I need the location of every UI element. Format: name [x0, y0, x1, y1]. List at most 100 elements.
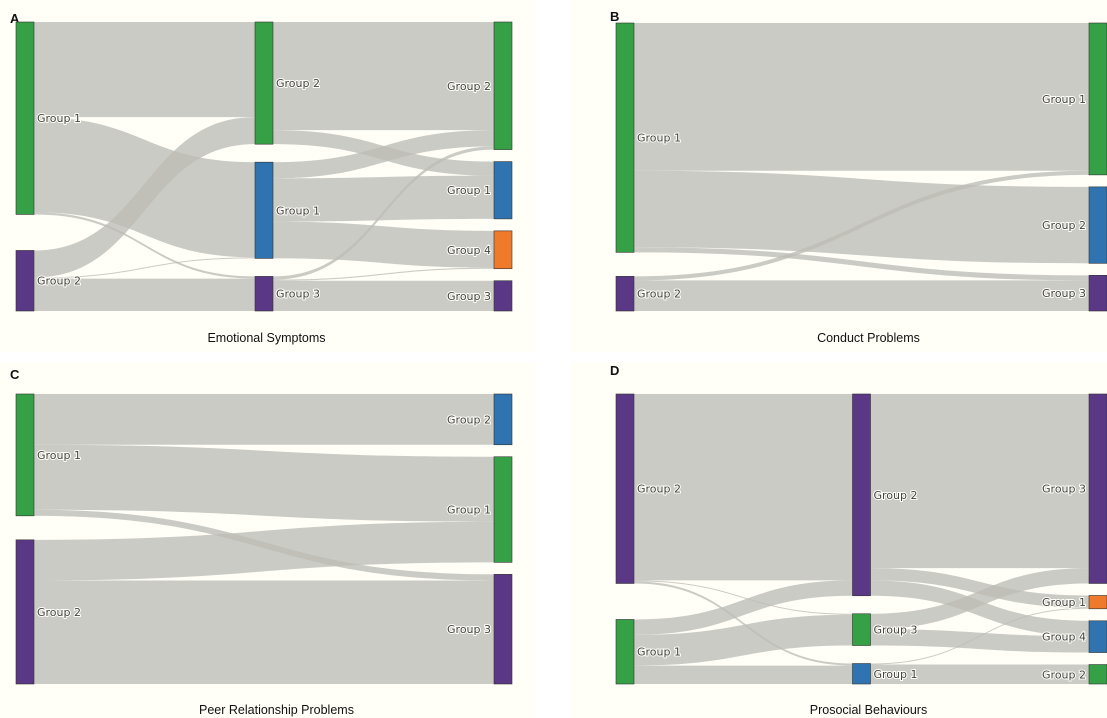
node-bar: [254, 276, 274, 312]
node-label: Group 2: [37, 606, 81, 619]
node-bar: [852, 663, 871, 685]
flow-link: [870, 580, 1089, 637]
flow-link: [870, 607, 1089, 665]
node-label: Group 2: [637, 483, 681, 496]
flow-link: [870, 664, 1089, 684]
node-label: Group 1: [1042, 596, 1086, 609]
flow-link: [34, 521, 494, 581]
flow-link: [34, 394, 494, 445]
flow-link: [870, 394, 1089, 569]
flow-link: [634, 614, 853, 666]
chart-title: Emotional Symptoms: [207, 331, 326, 345]
flow-link: [634, 247, 1089, 281]
flow-link: [34, 278, 255, 311]
node-bar: [15, 393, 35, 517]
node-label: Group 3: [447, 290, 491, 303]
flow-link: [634, 665, 853, 684]
node-bar: [1088, 620, 1107, 653]
node-bar: [493, 230, 513, 270]
node-bar: [254, 161, 274, 259]
flow-link: [273, 221, 494, 268]
sankey-chart-prosocial-behaviours: Group 2 Group 1 Group 2 Group 3 Group 1 Group…: [615, 393, 1107, 685]
flow-link: [870, 568, 1089, 630]
sankey-chart-conduct-problems: Group 1 Group 2 Group 1 Group 2 Group 3: [615, 22, 1107, 312]
node-bar: [493, 574, 513, 685]
node-bar: [254, 21, 274, 145]
node-label: Group 1: [447, 184, 491, 197]
links: [34, 394, 494, 684]
nodes: Group 1 Group 2 Group 2 Group 1 Group 3: [15, 393, 513, 685]
panel-letter: D: [610, 363, 620, 378]
node-bar: [493, 393, 513, 446]
links: [634, 23, 1089, 311]
panel-prosocial-behaviours: D Group 2 Group 1 Group 2 Group 3 Group 1 Gro…: [570, 362, 1107, 718]
sankey-chart-emotional-symptoms: Group 1 Group 2 Group 2 Group 1 Group 3 Group…: [15, 21, 513, 312]
node-label: Group 2: [37, 275, 81, 288]
flow-link: [273, 130, 494, 179]
flow-link: [634, 580, 853, 615]
node-label: Group 1: [447, 504, 491, 517]
flow-link: [634, 581, 853, 666]
node-label: Group 2: [1042, 668, 1086, 681]
nodes: Group 1 Group 2 Group 2 Group 1 Group 3 Group…: [15, 21, 513, 312]
node-bar: [615, 619, 635, 685]
flow-link: [273, 280, 494, 311]
flow-link: [34, 22, 255, 118]
node-label: Group 1: [37, 449, 81, 462]
node-label: Group 1: [637, 132, 681, 145]
node-label: Group 1: [37, 112, 81, 125]
node-label: Group 2: [447, 80, 491, 93]
node-label: Group 1: [1042, 93, 1086, 106]
node-bar: [1088, 275, 1107, 312]
node-bar: [15, 21, 35, 215]
flow-link: [634, 580, 853, 635]
flow-link: [34, 257, 255, 279]
flow-link: [34, 444, 494, 522]
flow-link: [273, 146, 494, 280]
node-label: Group 4: [1042, 631, 1086, 644]
node-bar: [1088, 22, 1107, 176]
flow-link: [273, 175, 494, 222]
panel-conduct-problems: B Group 1 Group 2 Group 1 Group 2 Group 3 Co…: [570, 0, 1107, 352]
panel-emotional-symptoms: A Group 1 Group 2 Group 2 Group 1 Group 3 Gro…: [0, 0, 536, 352]
node-bar: [493, 21, 513, 150]
flow-link: [634, 23, 1089, 171]
chart-title: Peer Relationship Problems: [199, 703, 354, 717]
node-label: Group 3: [1042, 483, 1086, 496]
node-label: Group 3: [1042, 287, 1086, 300]
node-bar: [1088, 595, 1107, 610]
node-bar: [615, 276, 635, 312]
panel-letter: A: [10, 11, 20, 26]
flow-link: [870, 629, 1089, 653]
nodes: Group 1 Group 2 Group 1 Group 2 Group 3: [615, 22, 1107, 312]
links: [34, 22, 494, 311]
sankey-chart-peer-relationship-problems: Group 1 Group 2 Group 2 Group 1 Group 3: [15, 393, 513, 685]
node-bar: [1088, 664, 1107, 685]
node-label: Group 2: [447, 413, 491, 426]
node-bar: [1088, 393, 1107, 584]
links: [634, 394, 1089, 684]
flow-link: [273, 267, 494, 281]
node-label: Group 1: [276, 204, 320, 217]
node-label: Group 2: [874, 489, 918, 502]
node-bar: [852, 613, 871, 646]
node-label: Group 3: [447, 623, 491, 636]
node-label: Group 4: [447, 244, 491, 257]
node-bar: [15, 539, 35, 685]
flow-link: [34, 117, 255, 278]
node-bar: [852, 393, 871, 597]
node-label: Group 2: [637, 288, 681, 301]
node-bar: [615, 22, 635, 253]
panel-letter: B: [610, 9, 620, 24]
panel-peer-relationship-problems: C Group 1 Group 2 Group 2 Group 1 Group 3 Pe…: [0, 362, 536, 718]
nodes: Group 2 Group 1 Group 2 Group 3 Group 1 Group…: [615, 393, 1107, 685]
chart-title: Conduct Problems: [817, 331, 920, 345]
flow-link: [634, 394, 853, 581]
node-bar: [15, 250, 35, 312]
flow-link: [870, 568, 1089, 608]
flow-link: [634, 280, 1089, 311]
node-label: Group 3: [874, 624, 918, 637]
node-bar: [1088, 186, 1107, 264]
node-bar: [493, 161, 513, 220]
flow-link: [634, 170, 1089, 281]
